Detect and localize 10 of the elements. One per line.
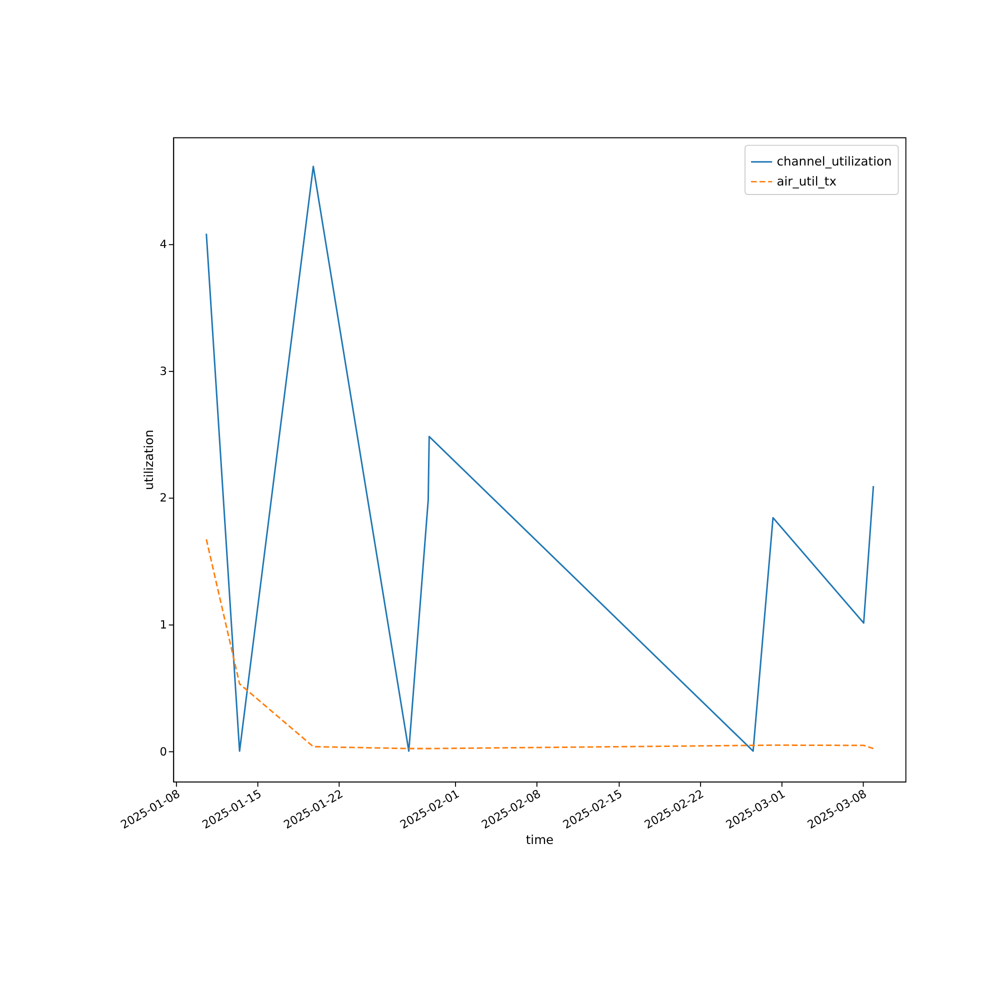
legend-label: air_util_tx [776, 174, 837, 189]
y-tick-label: 3 [160, 364, 167, 378]
y-tick-label: 1 [160, 618, 167, 632]
legend-label: channel_utilization [776, 154, 892, 169]
y-tick-label: 2 [160, 490, 167, 505]
y-axis-title: utilization [142, 430, 156, 490]
x-axis-title: time [526, 832, 554, 847]
y-tick-label: 0 [160, 744, 167, 758]
line-series [206, 538, 874, 750]
y-tick-label: 4 [160, 237, 167, 252]
